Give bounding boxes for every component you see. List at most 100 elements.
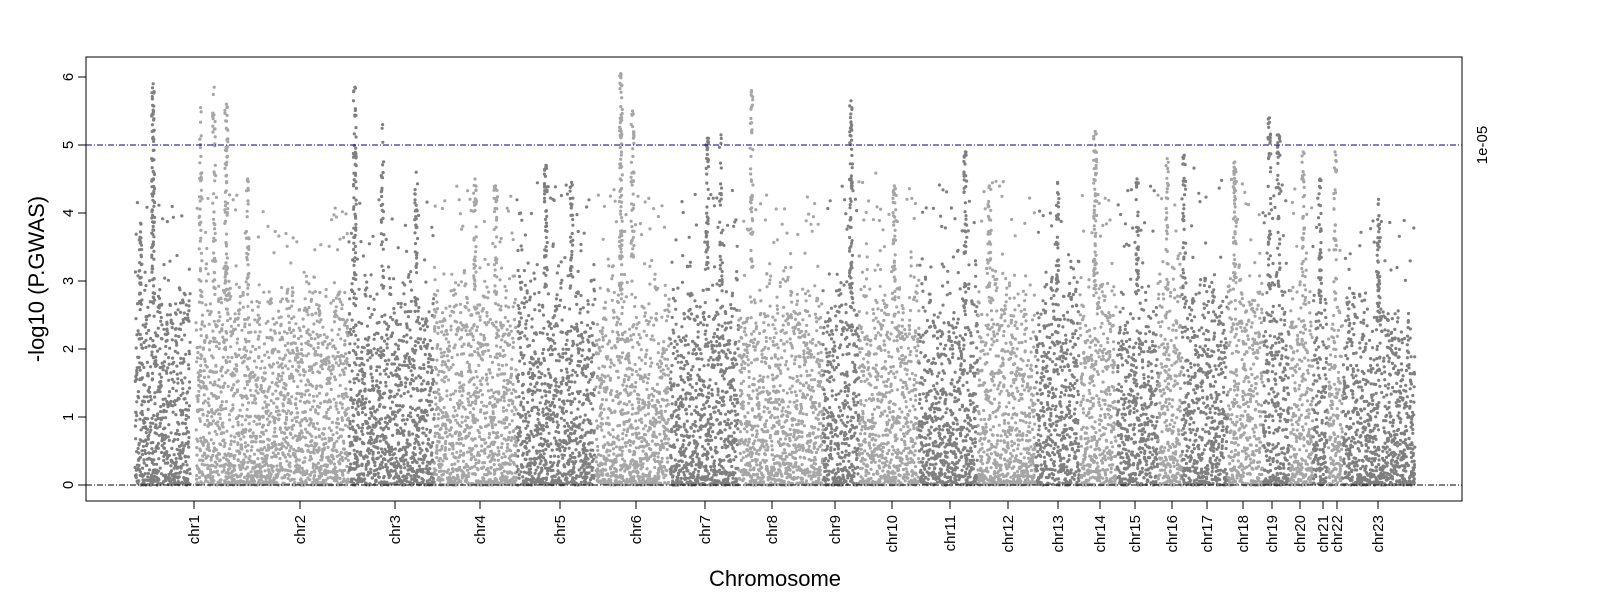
point-chr3 bbox=[367, 461, 371, 465]
point-chr4 bbox=[467, 431, 472, 435]
point-chr3 bbox=[422, 363, 426, 367]
point-chr3 bbox=[363, 406, 367, 410]
peak-point-chr1 bbox=[152, 148, 156, 152]
point-chr4 bbox=[453, 462, 457, 466]
point-chr3 bbox=[368, 294, 372, 298]
point-chr1 bbox=[135, 201, 139, 205]
point-chr2 bbox=[329, 400, 333, 404]
point-chr2 bbox=[274, 447, 279, 451]
point-chr4 bbox=[466, 416, 470, 420]
point-chr2 bbox=[204, 230, 208, 234]
peak-point-chr2 bbox=[225, 155, 229, 159]
point-chr4 bbox=[507, 435, 511, 439]
point-chr4 bbox=[504, 415, 508, 420]
point-chr1 bbox=[156, 441, 160, 446]
point-chr2 bbox=[213, 412, 217, 416]
peak-point-chr3 bbox=[353, 113, 357, 117]
peak-point-chr1 bbox=[152, 235, 156, 239]
point-chr4 bbox=[486, 262, 490, 267]
point-chr4 bbox=[514, 444, 518, 448]
point-chr3 bbox=[415, 461, 419, 465]
point-chr2 bbox=[211, 419, 215, 423]
point-chr4 bbox=[487, 402, 491, 406]
peak-point-chr2 bbox=[198, 161, 202, 165]
point-chr2 bbox=[300, 348, 304, 352]
point-chr4 bbox=[503, 421, 507, 425]
point-chr4 bbox=[486, 343, 490, 347]
point-chr5 bbox=[516, 373, 521, 377]
point-chr2 bbox=[258, 434, 262, 439]
point-chr2 bbox=[208, 381, 212, 385]
point-chr3 bbox=[349, 387, 353, 392]
point-chr2 bbox=[227, 413, 231, 417]
point-chr2 bbox=[235, 364, 239, 368]
peak-point-chr3 bbox=[415, 208, 419, 212]
peak-point-chr2 bbox=[213, 163, 217, 167]
peak-top-chr1 bbox=[151, 82, 155, 86]
point-chr1 bbox=[164, 344, 168, 349]
point-chr4 bbox=[435, 381, 439, 385]
point-chr3 bbox=[371, 234, 375, 238]
point-chr2 bbox=[273, 430, 277, 434]
point-chr2 bbox=[205, 387, 209, 391]
point-chr2 bbox=[334, 215, 338, 219]
peak-point-chr2 bbox=[211, 130, 215, 134]
point-chr2 bbox=[271, 362, 276, 366]
point-chr4 bbox=[497, 363, 501, 367]
point-chr1 bbox=[169, 371, 173, 375]
peak-point-chr1 bbox=[139, 236, 143, 240]
point-chr4 bbox=[457, 326, 461, 330]
point-chr3 bbox=[356, 458, 360, 462]
point-chr3 bbox=[417, 464, 421, 468]
point-chr2 bbox=[195, 473, 199, 478]
point-chr4 bbox=[488, 354, 492, 358]
peak-point-chr1 bbox=[150, 267, 154, 271]
point-chr3 bbox=[407, 442, 412, 446]
point-chr3 bbox=[417, 305, 421, 310]
point-chr2 bbox=[342, 235, 346, 240]
point-chr1 bbox=[142, 365, 146, 370]
point-chr2 bbox=[279, 374, 284, 378]
point-chr1 bbox=[157, 203, 161, 207]
point-chr1 bbox=[172, 360, 176, 364]
point-chr3 bbox=[408, 280, 413, 284]
point-chr2 bbox=[342, 396, 346, 400]
point-chr3 bbox=[426, 437, 431, 441]
point-chr4 bbox=[460, 227, 464, 231]
point-chr2 bbox=[229, 442, 233, 447]
point-chr4 bbox=[510, 402, 515, 406]
point-chr3 bbox=[420, 382, 424, 386]
point-chr2 bbox=[229, 294, 233, 298]
point-chr2 bbox=[217, 310, 221, 315]
point-chr2 bbox=[211, 201, 215, 205]
peak-point-chr3 bbox=[351, 99, 356, 103]
point-chr4 bbox=[452, 346, 456, 350]
peak-point-chr3 bbox=[352, 132, 356, 136]
point-chr4 bbox=[498, 240, 502, 244]
point-chr4 bbox=[505, 446, 509, 450]
point-chr2 bbox=[330, 438, 334, 442]
point-chr2 bbox=[279, 390, 283, 394]
point-chr4 bbox=[510, 357, 514, 361]
point-chr3 bbox=[370, 375, 374, 380]
point-chr2 bbox=[200, 408, 204, 412]
point-chr3 bbox=[356, 373, 360, 377]
point-chr4 bbox=[451, 414, 455, 418]
point-chr3 bbox=[389, 389, 393, 393]
point-chr3 bbox=[382, 391, 387, 395]
point-chr4 bbox=[504, 289, 508, 293]
point-chr2 bbox=[228, 418, 232, 422]
point-chr4 bbox=[478, 266, 482, 270]
point-chr4 bbox=[496, 446, 500, 450]
point-chr4 bbox=[461, 386, 465, 391]
point-chr2 bbox=[269, 399, 273, 403]
point-chr3 bbox=[406, 315, 410, 319]
point-chr2 bbox=[272, 251, 276, 255]
point-chr4 bbox=[494, 320, 498, 324]
point-chr3 bbox=[358, 201, 362, 205]
point-chr1 bbox=[158, 466, 162, 470]
point-chr2 bbox=[239, 472, 244, 476]
point-chr2 bbox=[219, 301, 224, 305]
point-chr2 bbox=[213, 382, 217, 387]
point-chr3 bbox=[348, 380, 352, 384]
